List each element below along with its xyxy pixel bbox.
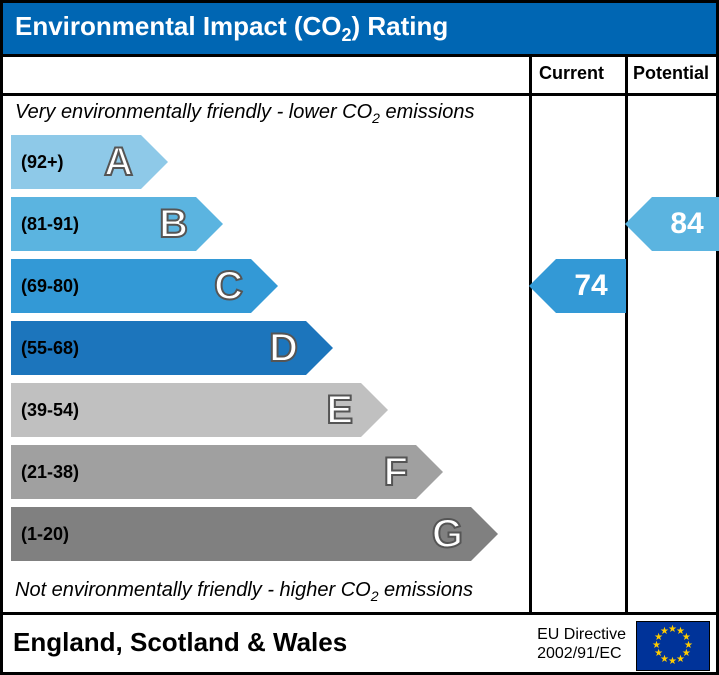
directive-line1: EU Directive [537, 625, 626, 644]
band-range: (1-20) [21, 524, 69, 545]
band-range: (92+) [21, 152, 64, 173]
footer: England, Scotland & Wales EU Directive 2… [3, 612, 716, 675]
current-header: Current [539, 63, 604, 84]
caption-bottom: Not environmentally friendly - higher CO… [15, 579, 473, 604]
current-value-arrow: 74 [556, 259, 626, 313]
potential-value-arrow: 84 [652, 197, 719, 251]
divider-2 [625, 57, 628, 612]
epc-rating-chart: Environmental Impact (CO2) Rating Curren… [0, 0, 719, 675]
band-range: (55-68) [21, 338, 79, 359]
header-row: Current Potential [3, 57, 716, 96]
potential-value: 84 [670, 207, 703, 241]
eu-flag-icon: ★★★★★★★★★★★★ [636, 621, 710, 671]
chart-title: Environmental Impact (CO2) Rating [3, 3, 716, 57]
band-letter: C [214, 264, 243, 309]
current-value: 74 [574, 269, 607, 303]
band-f: (21-38) F [11, 445, 416, 499]
directive-line2: 2002/91/EC [537, 644, 626, 663]
band-range: (39-54) [21, 400, 79, 421]
footer-region: England, Scotland & Wales [13, 627, 347, 658]
band-letter: B [159, 202, 188, 247]
caption-top: Very environmentally friendly - lower CO… [15, 101, 474, 126]
band-letter: A [104, 140, 133, 185]
band-g: (1-20) G [11, 507, 471, 561]
band-range: (21-38) [21, 462, 79, 483]
potential-header: Potential [633, 63, 709, 84]
band-letter: G [432, 512, 463, 557]
band-range: (69-80) [21, 276, 79, 297]
band-a: (92+) A [11, 135, 141, 189]
band-b: (81-91) B [11, 197, 196, 251]
band-e: (39-54) E [11, 383, 361, 437]
band-letter: D [269, 326, 298, 371]
band-letter: F [384, 450, 408, 495]
band-letter: E [326, 388, 353, 433]
footer-directive: EU Directive 2002/91/EC [537, 625, 626, 663]
band-d: (55-68) D [11, 321, 306, 375]
band-range: (81-91) [21, 214, 79, 235]
band-c: (69-80) C [11, 259, 251, 313]
divider-1 [529, 57, 532, 612]
chart-area: Current Potential Very environmentally f… [3, 57, 716, 612]
